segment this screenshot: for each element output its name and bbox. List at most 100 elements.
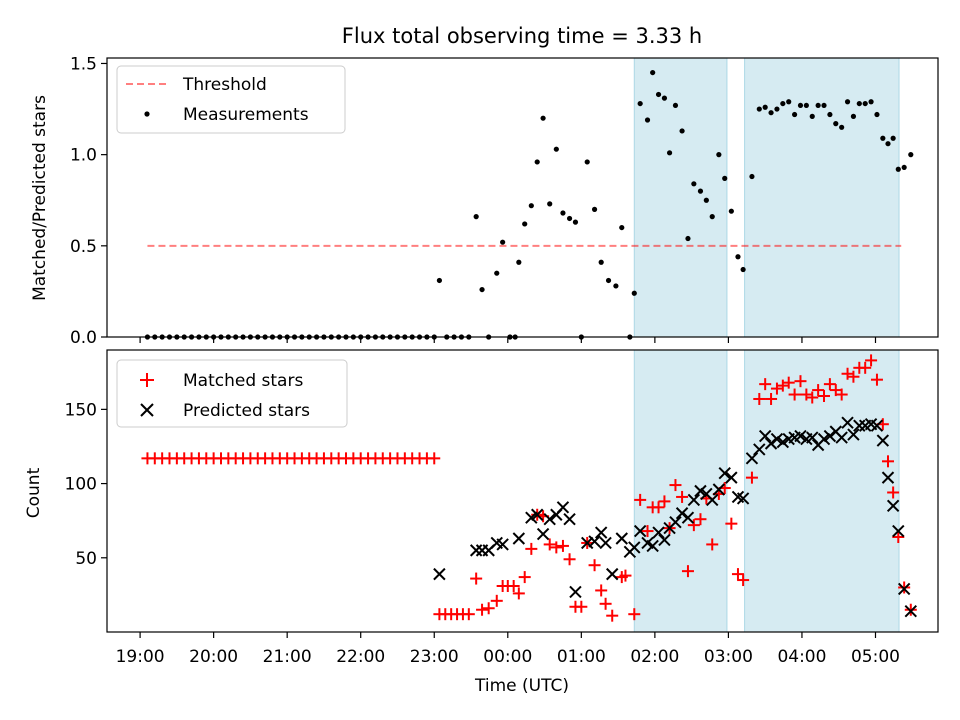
measurement-point xyxy=(553,146,559,152)
y-tick-label: 150 xyxy=(65,400,97,420)
measurement-point xyxy=(637,100,643,107)
measurement-point xyxy=(500,239,506,245)
matched-star-marker xyxy=(628,608,641,621)
measurement-point xyxy=(572,219,579,225)
x-tick-label: 23:00 xyxy=(410,647,459,667)
matched-star-marker xyxy=(835,388,848,401)
matched-star-marker xyxy=(525,542,538,555)
measurement-point xyxy=(605,277,612,284)
matched-star-marker xyxy=(892,531,905,544)
y-tick-label: 0.0 xyxy=(70,328,97,348)
bottom-plot-frame xyxy=(106,349,939,633)
matched-star-marker xyxy=(731,568,744,581)
observing-window xyxy=(633,57,728,338)
predicted-star-marker xyxy=(886,499,900,513)
predicted-star-marker xyxy=(881,471,895,484)
matched-star-marker xyxy=(512,587,525,600)
predicted-star-marker xyxy=(652,526,665,539)
predicted-star-marker xyxy=(658,533,671,547)
y-tick-label: 50 xyxy=(75,549,97,569)
measurement-point xyxy=(868,99,874,105)
top-plot-frame xyxy=(106,57,939,338)
measurement-point xyxy=(722,175,728,181)
predicted-star-marker xyxy=(753,443,766,456)
observing-window xyxy=(633,349,728,633)
predicted-star-marker xyxy=(794,429,807,443)
measurement-point xyxy=(473,214,479,220)
measurement-point xyxy=(895,166,901,172)
predicted-star-marker xyxy=(835,431,848,444)
x-tick-label: 19:00 xyxy=(116,647,165,667)
matched-star-marker xyxy=(563,553,576,566)
predicted-star-marker xyxy=(847,428,860,441)
predicted-star-marker xyxy=(897,582,911,596)
predicted-star-marker xyxy=(606,567,619,581)
measurement-point xyxy=(839,124,845,130)
measurement-point xyxy=(827,111,833,118)
predicted-stars-series xyxy=(433,416,917,618)
measurement-point xyxy=(749,173,755,180)
predicted-star-marker xyxy=(706,493,719,507)
bottom-x-axis: 19:00 20:00 21:00 22:00 23:00 00:00 01:00 02:00… xyxy=(116,632,900,667)
top-x-ticks xyxy=(139,337,877,343)
bottom-y-axis-label: Count xyxy=(24,467,44,518)
top-panel: 0.0 0.5 1.0 1.5 Matched/Predicted stars Thr… xyxy=(30,54,939,348)
measurement-point xyxy=(768,110,774,116)
legend-threshold-label: Threshold xyxy=(182,75,267,95)
predicted-star-marker xyxy=(817,432,831,446)
measurement-point xyxy=(679,128,685,134)
measurement-point xyxy=(691,181,697,187)
legend-measurements-swatch xyxy=(144,111,150,117)
measurement-point xyxy=(803,102,809,109)
predicted-star-marker xyxy=(525,511,538,524)
predicted-star-marker xyxy=(764,437,778,450)
y-tick-label: 0.5 xyxy=(70,237,97,257)
predicted-star-marker xyxy=(615,532,628,545)
matched-star-marker xyxy=(806,391,819,404)
matched-star-marker xyxy=(619,569,632,582)
measurement-point xyxy=(540,115,546,121)
matched-star-marker xyxy=(898,581,911,594)
matched-star-marker xyxy=(759,378,772,391)
predicted-star-marker xyxy=(770,432,784,446)
predicted-star-marker xyxy=(904,605,917,618)
predicted-star-marker xyxy=(633,524,647,538)
legend-matched-label: Matched stars xyxy=(183,371,303,391)
legend-matched-swatch xyxy=(140,373,154,387)
matched-star-marker xyxy=(788,388,801,401)
measurement-point xyxy=(672,102,679,109)
chart-title: Flux total observing time = 3.33 h xyxy=(342,24,702,48)
matched-star-marker xyxy=(676,490,689,503)
predicted-star-marker xyxy=(469,544,483,557)
matched-star-marker xyxy=(669,479,682,492)
matched-star-marker xyxy=(575,600,588,613)
predicted-star-marker xyxy=(681,511,695,524)
measurement-point xyxy=(815,102,821,109)
measurement-point xyxy=(697,188,704,194)
predicted-star-marker xyxy=(776,435,790,449)
matched-star-marker xyxy=(823,378,836,391)
top-observing-windows xyxy=(633,57,900,338)
x-tick-label: 20:00 xyxy=(189,647,238,667)
predicted-star-marker xyxy=(718,466,731,480)
matched-star-marker xyxy=(658,495,671,508)
x-tick-label: 21:00 xyxy=(263,647,312,667)
bottom-y-axis: 50 100 150 xyxy=(65,400,107,569)
measurement-point xyxy=(908,152,914,158)
measurement-point xyxy=(547,201,553,207)
predicted-star-marker xyxy=(496,538,509,551)
matched-star-marker xyxy=(753,392,766,405)
matched-star-marker xyxy=(706,538,719,551)
x-tick-label: 00:00 xyxy=(483,647,532,667)
measurement-point xyxy=(479,286,485,293)
measurement-point xyxy=(833,121,839,127)
measurement-point xyxy=(890,135,896,141)
matched-star-marker xyxy=(904,603,917,616)
measurement-point xyxy=(644,117,651,123)
matched-stars-series xyxy=(141,354,917,622)
measurement-point xyxy=(844,99,851,105)
predicted-star-marker xyxy=(758,429,772,443)
measurement-point xyxy=(809,113,815,119)
bottom-legend: Matched stars Predicted stars xyxy=(116,359,348,428)
matched-star-marker xyxy=(782,376,795,389)
